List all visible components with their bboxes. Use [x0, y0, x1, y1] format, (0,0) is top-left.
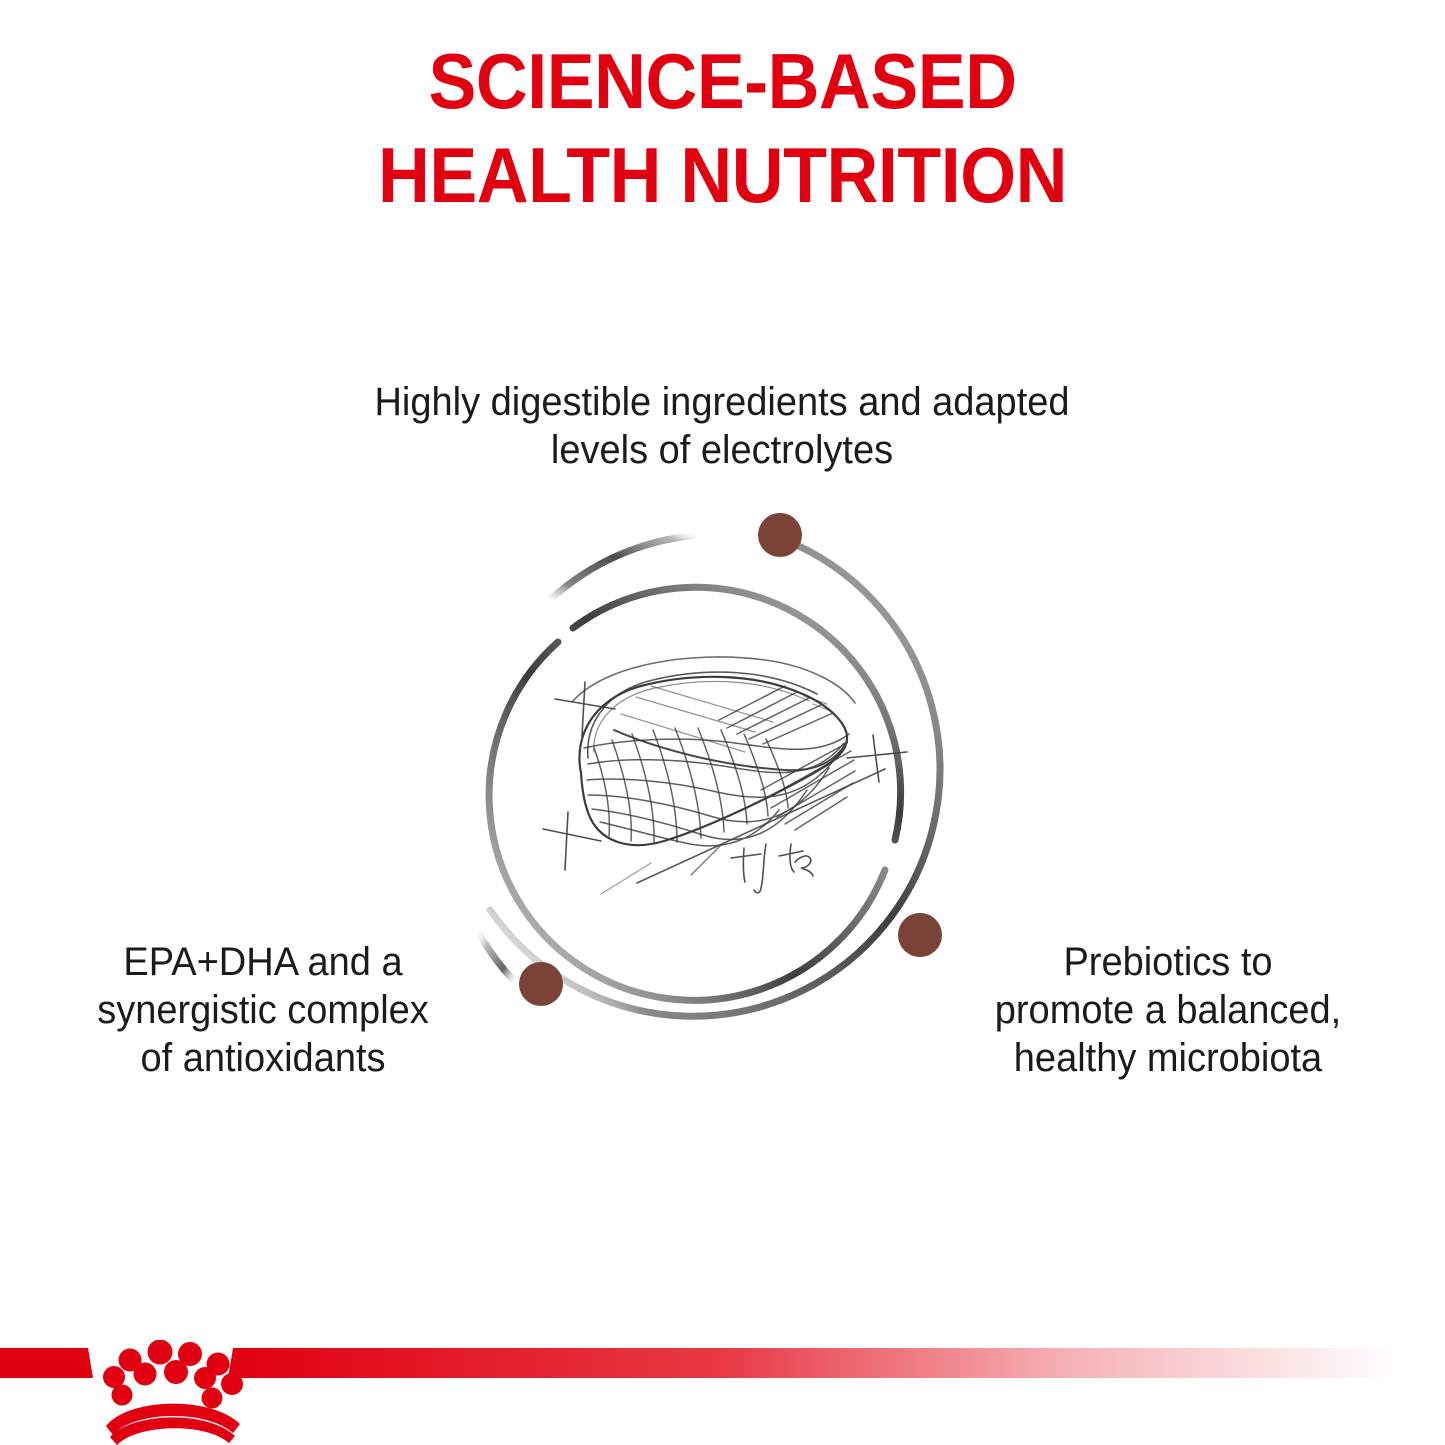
- right-accent-bar: [228, 1348, 1400, 1378]
- benefit-right-line-2: promote a balanced,: [994, 988, 1342, 1032]
- page-title: SCIENCE-BASED HEALTH NUTRITION: [0, 34, 1445, 222]
- kibble-orbit-graphic: [455, 490, 985, 1050]
- benefit-caption-top: Highly digestible ingredients and adapte…: [342, 378, 1102, 474]
- registration-marks: [542, 681, 908, 871]
- orbit-dot-bottom-right: [898, 913, 942, 957]
- kibble-sketch: [542, 656, 908, 895]
- benefit-right-line-1: Prebiotics to: [1063, 940, 1273, 984]
- benefit-caption-right: Prebiotics to promote a balanced, health…: [959, 938, 1377, 1082]
- left-accent-bar: [0, 1348, 93, 1378]
- benefit-top-line-1: Highly digestible ingredients and adapte…: [374, 380, 1070, 424]
- outer-ring-arcs: [472, 531, 944, 1020]
- orbit-dot-top: [758, 513, 802, 557]
- benefit-left-line-2: synergistic complex: [97, 988, 429, 1032]
- orbit-dot-bottom-left: [519, 962, 563, 1006]
- title-line-1: SCIENCE-BASED: [428, 37, 1017, 125]
- handwritten-annotation: [730, 843, 814, 894]
- benefit-right-line-3: healthy microbiota: [1013, 1036, 1323, 1080]
- royal-canin-crown-logo: [103, 1340, 243, 1445]
- footer-brand-bar: [0, 1340, 1445, 1445]
- benefit-left-line-3: of antioxidants: [140, 1036, 386, 1080]
- benefit-top-line-2: levels of electrolytes: [550, 428, 894, 472]
- benefit-left-line-1: EPA+DHA and a: [123, 940, 403, 984]
- title-line-2: HEALTH NUTRITION: [378, 131, 1067, 219]
- inner-ring-arcs: [485, 583, 905, 1004]
- benefit-caption-left: EPA+DHA and a synergistic complex of ant…: [40, 938, 487, 1082]
